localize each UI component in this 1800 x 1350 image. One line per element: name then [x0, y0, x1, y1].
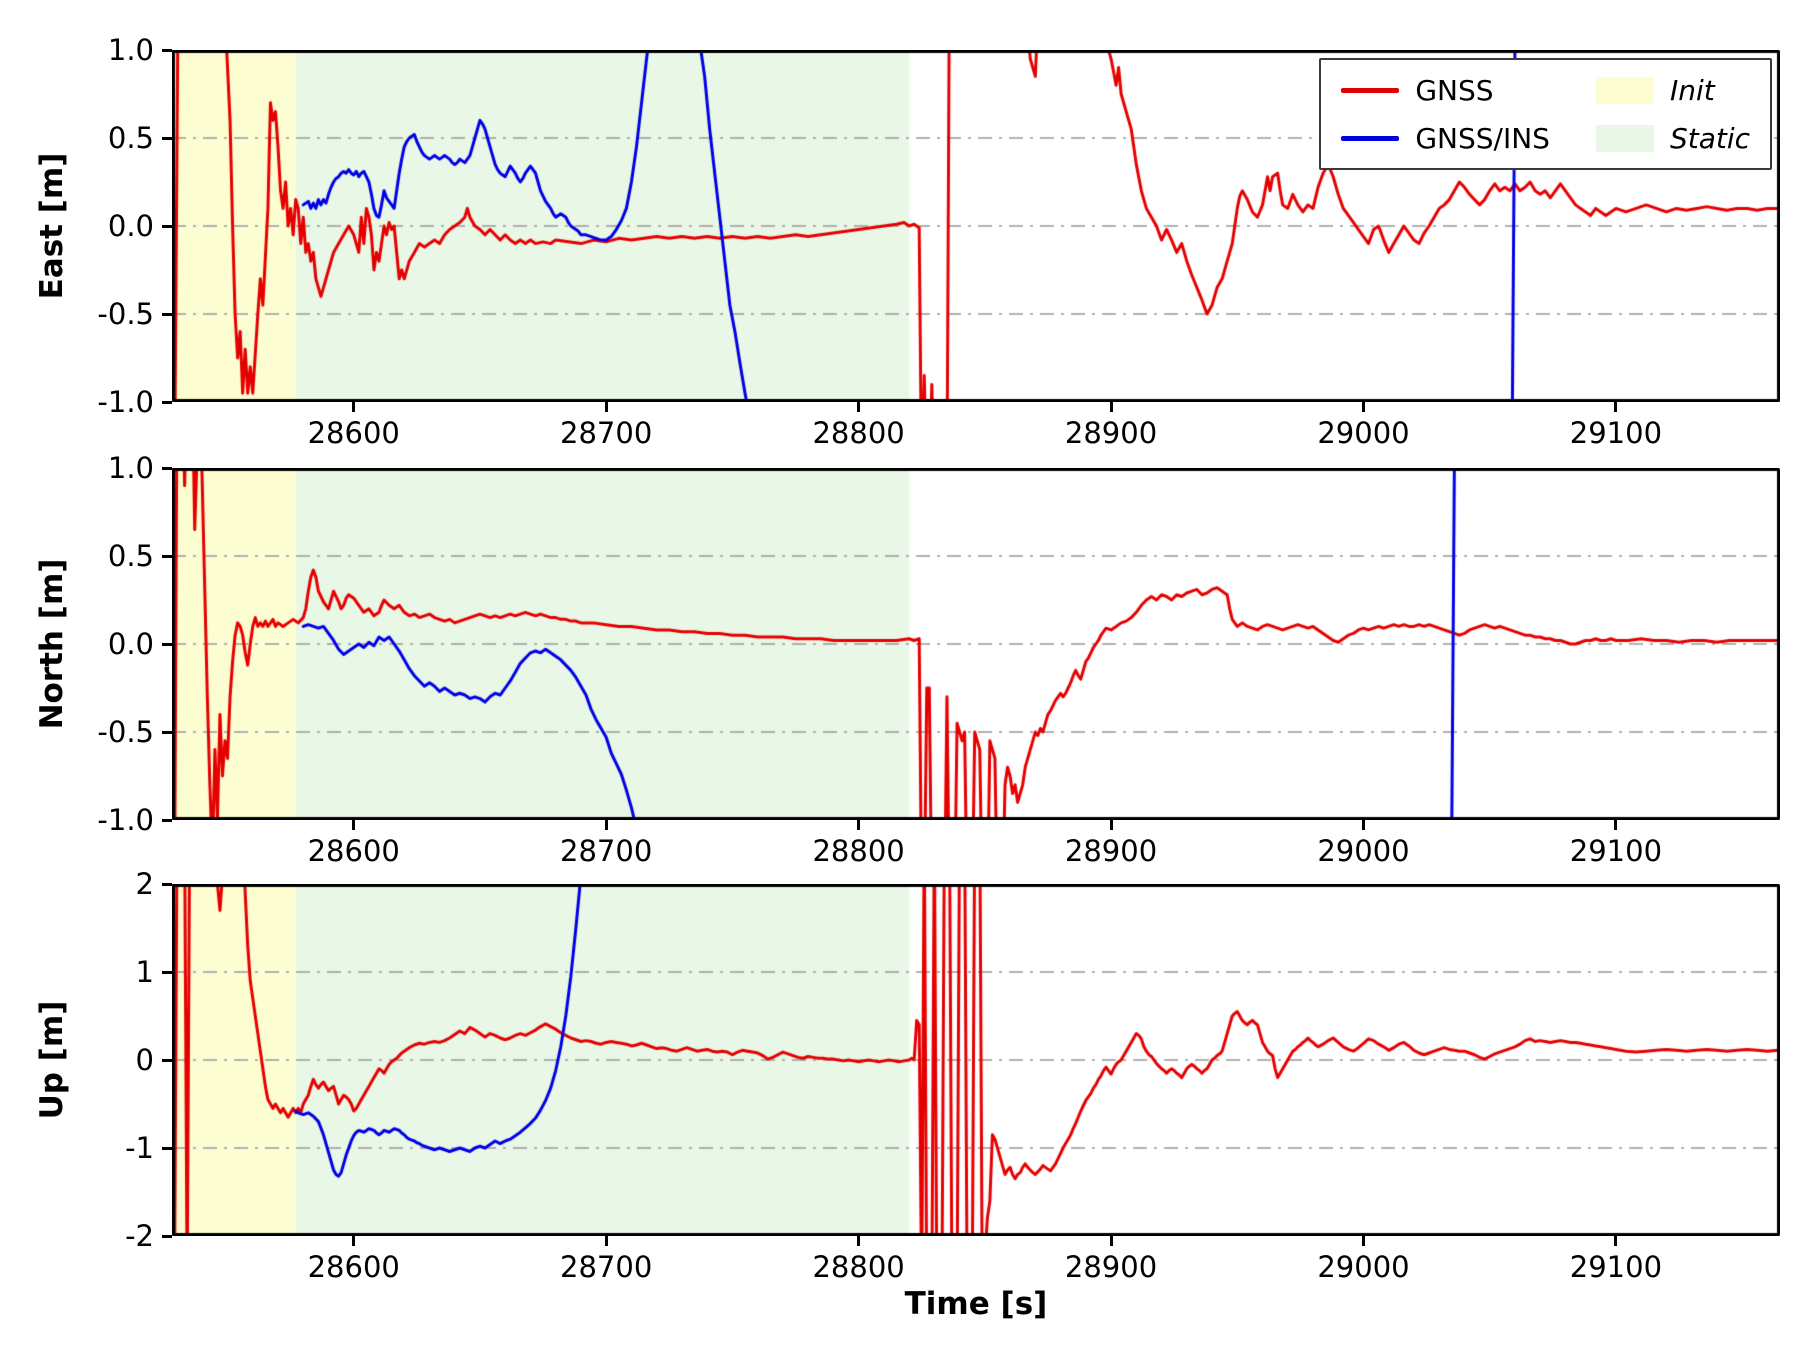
x-tick-label: 28700 [560, 416, 653, 450]
x-tick-label: 28800 [812, 1250, 905, 1284]
x-tick-mark [352, 820, 356, 830]
x-tick-mark [604, 402, 608, 412]
y-tick-mark [162, 1234, 172, 1238]
gnss-line-swatch [1341, 87, 1400, 93]
x-tick-label: 28600 [307, 1250, 400, 1284]
x-tick-label: 28900 [1064, 834, 1158, 868]
y-tick-mark [162, 1146, 172, 1150]
y-tick-label: 2 [135, 867, 154, 901]
legend-label-static: Static [1669, 121, 1750, 155]
y-tick-mark [162, 642, 172, 646]
x-tick-label: 29000 [1317, 834, 1410, 868]
init-patch-swatch [1595, 76, 1654, 104]
y-tick-mark [162, 466, 172, 470]
y-tick-mark [162, 818, 172, 822]
legend-label-gnss-ins: GNSS/INS [1415, 121, 1550, 155]
x-tick-mark [604, 1236, 608, 1246]
x-tick-mark [1614, 1236, 1618, 1246]
legend-entry-static: Static [1595, 118, 1750, 158]
y-tick-label: 0.0 [107, 209, 154, 243]
x-axis-title: Time [s] [904, 1286, 1048, 1322]
x-tick-label: 28600 [307, 834, 400, 868]
x-tick-mark [1109, 1236, 1113, 1246]
y-tick-mark [162, 136, 172, 140]
y-tick-mark [162, 730, 172, 734]
x-tick-label: 29000 [1317, 416, 1410, 450]
up-axis-label: Up [m] [34, 1000, 70, 1120]
x-tick-mark [857, 1236, 861, 1246]
x-tick-label: 28800 [812, 834, 905, 868]
up-plot-canvas [172, 884, 1780, 1236]
y-tick-label: 0.5 [107, 539, 154, 573]
legend-region-column: Init Static [1595, 70, 1750, 158]
y-tick-label: 0.0 [107, 627, 154, 661]
y-tick-label: -1 [125, 1131, 154, 1165]
y-tick-mark [162, 970, 172, 974]
x-tick-label: 29000 [1317, 1250, 1410, 1284]
x-tick-label: 29100 [1569, 834, 1663, 868]
x-tick-mark [1361, 820, 1365, 830]
x-tick-label: 28900 [1064, 1250, 1158, 1284]
north-plot-canvas [172, 468, 1780, 820]
x-tick-mark [1361, 402, 1365, 412]
gnss-ins-line-swatch [1341, 135, 1400, 141]
x-tick-mark [857, 820, 861, 830]
north-axis-label: North [m] [34, 558, 70, 730]
y-tick-label: -1.0 [97, 385, 154, 419]
x-tick-label: 28600 [307, 416, 400, 450]
y-tick-label: -0.5 [97, 297, 154, 331]
x-tick-mark [1614, 820, 1618, 830]
legend-label-gnss: GNSS [1415, 73, 1494, 107]
y-tick-mark [162, 312, 172, 316]
y-tick-mark [162, 882, 172, 886]
x-tick-mark [1109, 402, 1113, 412]
legend-label-init: Init [1669, 73, 1715, 107]
x-tick-mark [1109, 820, 1113, 830]
y-tick-label: 0 [135, 1043, 154, 1077]
x-tick-mark [1361, 1236, 1365, 1246]
static-patch-swatch [1595, 124, 1654, 152]
legend-series-column: GNSS GNSS/INS [1341, 70, 1550, 158]
y-tick-label: 1.0 [107, 451, 154, 485]
x-tick-mark [352, 402, 356, 412]
x-tick-label: 28700 [560, 1250, 653, 1284]
x-tick-label: 29100 [1569, 1250, 1663, 1284]
y-tick-label: -2 [125, 1219, 154, 1253]
legend: GNSS GNSS/INS Init Static [1319, 58, 1772, 170]
y-tick-label: 1 [135, 955, 154, 989]
y-tick-label: 0.5 [107, 121, 154, 155]
x-tick-label: 28700 [560, 834, 653, 868]
x-tick-mark [857, 402, 861, 412]
legend-entry-gnss: GNSS [1341, 70, 1550, 110]
x-tick-mark [1614, 402, 1618, 412]
y-tick-label: 1.0 [107, 33, 154, 67]
x-tick-label: 28900 [1064, 416, 1158, 450]
y-tick-mark [162, 48, 172, 52]
y-tick-label: -0.5 [97, 715, 154, 749]
east-axis-label: East [m] [34, 152, 70, 300]
x-tick-mark [604, 820, 608, 830]
legend-entry-init: Init [1595, 70, 1750, 110]
legend-entry-gnss-ins: GNSS/INS [1341, 118, 1550, 158]
y-tick-mark [162, 554, 172, 558]
x-tick-label: 29100 [1569, 416, 1663, 450]
y-tick-mark [162, 224, 172, 228]
y-tick-label: -1.0 [97, 803, 154, 837]
x-tick-label: 28800 [812, 416, 905, 450]
y-tick-mark [162, 1058, 172, 1062]
x-tick-mark [352, 1236, 356, 1246]
y-tick-mark [162, 400, 172, 404]
